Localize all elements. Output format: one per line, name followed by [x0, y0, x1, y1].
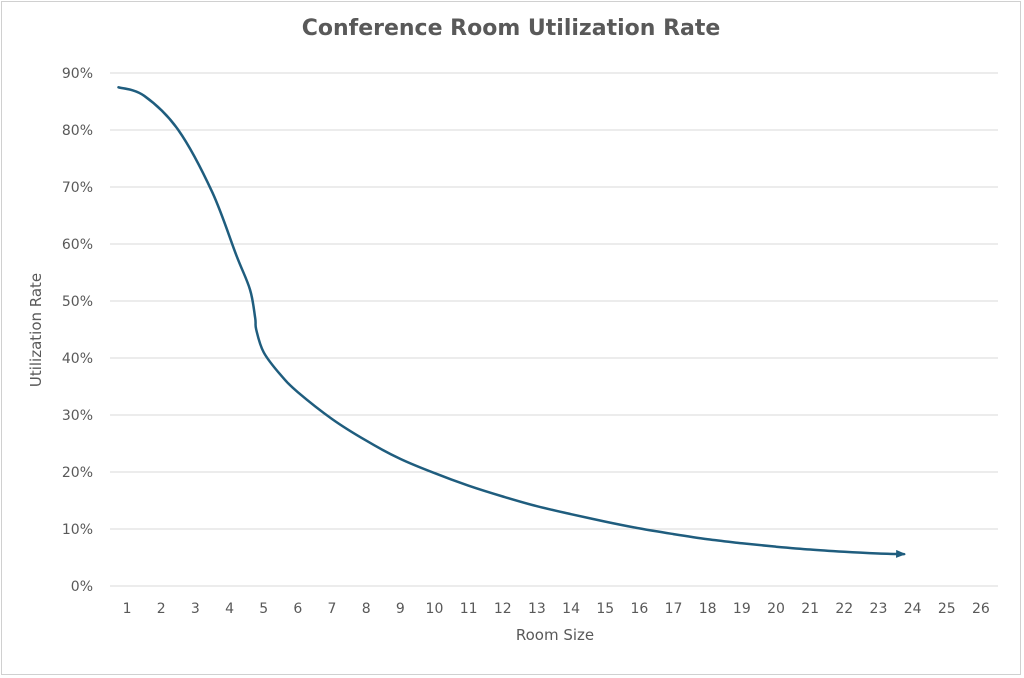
x-tick-label: 10 — [426, 601, 444, 617]
x-tick-label: 26 — [972, 601, 990, 617]
x-tick-label: 3 — [191, 601, 200, 617]
x-tick-label: 12 — [494, 601, 512, 617]
x-tick-label: 18 — [699, 601, 717, 617]
x-tick-label: 16 — [630, 601, 648, 617]
chart-title: Conference Room Utilization Rate — [301, 16, 721, 41]
series-group — [117, 86, 907, 558]
x-tick-label: 25 — [938, 601, 956, 617]
x-tick-label: 24 — [904, 601, 922, 617]
x-tick-label: 11 — [460, 601, 478, 617]
x-tick-label: 21 — [801, 601, 819, 617]
y-tick-label: 80% — [62, 123, 93, 139]
y-tick-label: 10% — [62, 522, 93, 538]
x-tick-label: 7 — [328, 601, 337, 617]
x-tick-label: 6 — [293, 601, 302, 617]
x-tick-label: 22 — [835, 601, 853, 617]
x-tick-labels: 1 2 3 4 5 6 7 8 9 10 11 12 13 14 15 16 17 18 19 20 21 22 23 24 2… — [123, 601, 990, 617]
x-axis-label: Room Size — [515, 626, 595, 644]
series-line — [117, 86, 907, 558]
x-tick-label: 5 — [259, 601, 268, 617]
x-tick-label: 9 — [396, 601, 405, 617]
y-tick-label: 40% — [62, 351, 93, 367]
x-tick-label: 23 — [870, 601, 888, 617]
x-tick-label: 19 — [733, 601, 751, 617]
x-tick-label: 2 — [157, 601, 166, 617]
y-tick-label: 0% — [71, 579, 93, 595]
x-tick-label: 17 — [665, 601, 683, 617]
y-tick-label: 20% — [62, 465, 93, 481]
y-tick-labels: 0% 10% 20% 30% 40% 50% 60% 70% 80% 90% — [62, 66, 93, 595]
y-tick-label: 30% — [62, 408, 93, 424]
y-tick-label: 50% — [62, 294, 93, 310]
x-tick-label: 13 — [528, 601, 546, 617]
x-tick-label: 4 — [225, 601, 234, 617]
x-tick-label: 15 — [596, 601, 614, 617]
x-tick-label: 20 — [767, 601, 785, 617]
gridlines — [110, 72, 998, 587]
x-tick-label: 1 — [123, 601, 132, 617]
y-tick-label: 60% — [62, 237, 93, 253]
y-tick-label: 70% — [62, 180, 93, 196]
x-tick-label: 14 — [562, 601, 580, 617]
y-tick-label: 90% — [62, 66, 93, 82]
x-tick-label: 8 — [362, 601, 371, 617]
